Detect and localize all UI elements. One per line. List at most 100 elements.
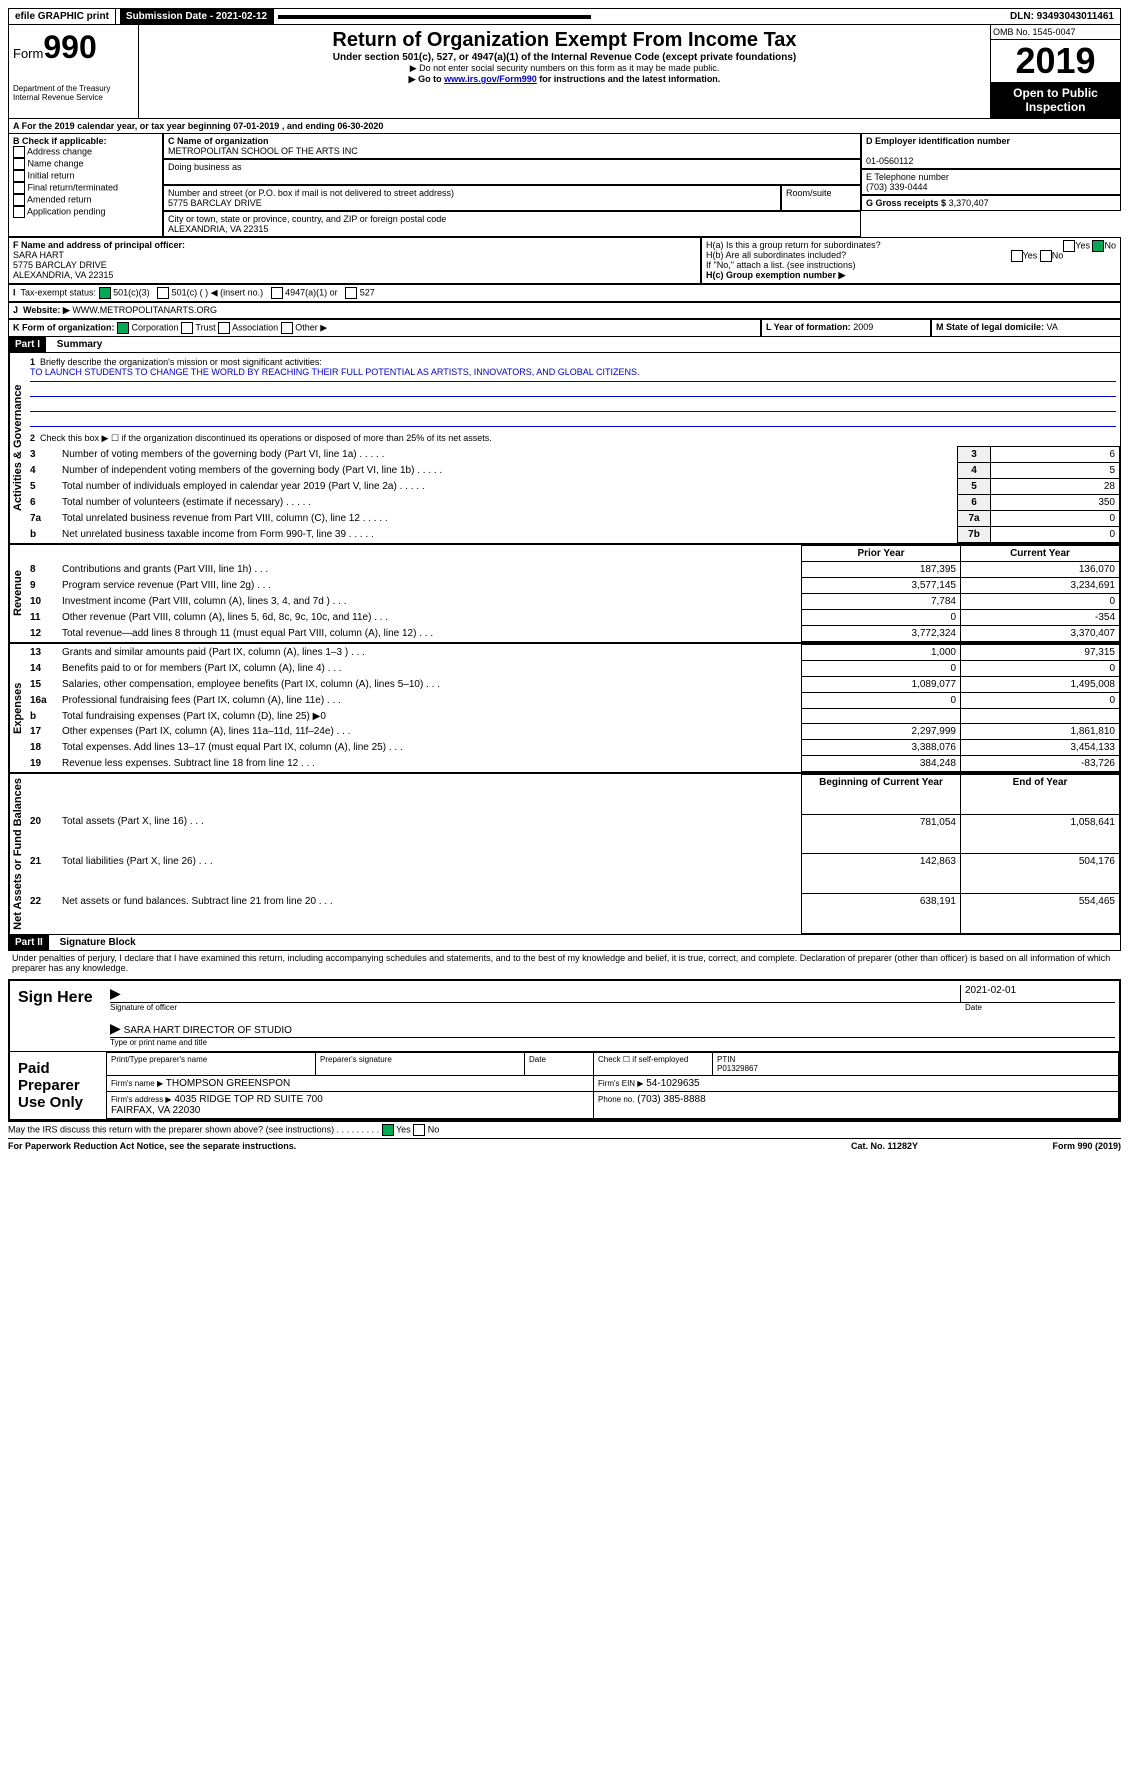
check-name-change[interactable]: Name change (13, 158, 158, 170)
checkbox-4947[interactable] (271, 287, 283, 299)
tax-year: 2019 (991, 40, 1120, 82)
checkbox-assoc[interactable] (218, 322, 230, 334)
check-final-return-terminated[interactable]: Final return/terminated (13, 182, 158, 194)
top-bar: efile GRAPHIC print Submission Date - 20… (8, 8, 1121, 25)
check-initial-return[interactable]: Initial return (13, 170, 158, 182)
ein: 01-0560112 (866, 156, 913, 166)
section-label-activities: Activities & Governance (9, 353, 26, 543)
line-20: 20Total assets (Part X, line 16) . . .78… (26, 814, 1120, 854)
checkbox-no[interactable] (1040, 250, 1052, 262)
box-i-label: Tax-exempt status: (21, 287, 97, 297)
part-ii: Part II Signature Block (8, 935, 1121, 951)
line-16a: 16aProfessional fundraising fees (Part I… (26, 693, 1120, 709)
line-5: 5Total number of individuals employed in… (26, 479, 1120, 495)
sign-here-label: Sign Here (10, 981, 106, 1051)
checkbox-no[interactable] (1092, 240, 1104, 252)
prep-h5: PTINP01329867 (713, 1052, 1119, 1075)
ptin: P01329867 (717, 1064, 758, 1073)
section-header: Prior YearCurrent Year (26, 546, 1120, 562)
line-7b: bNet unrelated business taxable income f… (26, 527, 1120, 543)
section-label: Net Assets or Fund Balances (9, 774, 26, 934)
part-ii-title: Signature Block (52, 937, 136, 948)
irs-link[interactable]: www.irs.gov/Form990 (444, 74, 537, 84)
line-13: 13Grants and similar amounts paid (Part … (26, 645, 1120, 661)
part-i-hdr: Part I (9, 337, 46, 352)
line-18: 18Total expenses. Add lines 13–17 (must … (26, 740, 1120, 756)
line-6: 6Total number of volunteers (estimate if… (26, 495, 1120, 511)
dba-label: Doing business as (168, 162, 242, 172)
submission-date: Submission Date - 2021-02-12 (120, 9, 274, 24)
firm-addr-label: Firm's address ▶ (111, 1095, 172, 1104)
prep-h2: Preparer's signature (316, 1052, 525, 1075)
gross-receipts: 3,370,407 (949, 198, 989, 208)
officer-addr2: ALEXANDRIA, VA 22315 (13, 270, 113, 280)
box-g-label: G Gross receipts $ (866, 198, 946, 208)
checkbox-discuss-yes[interactable] (382, 1124, 394, 1136)
checkbox-trust[interactable] (181, 322, 193, 334)
line-22: 22Net assets or fund balances. Subtract … (26, 894, 1120, 934)
line-10: 10Investment income (Part VIII, column (… (26, 594, 1120, 610)
checkbox-501c[interactable] (157, 287, 169, 299)
line-17: 17Other expenses (Part IX, column (A), l… (26, 724, 1120, 740)
website: WWW.METROPOLITANARTS.ORG (72, 305, 217, 315)
form-header: Form990 Department of the Treasury Inter… (8, 25, 1121, 119)
line-9: 9Program service revenue (Part VIII, lin… (26, 578, 1120, 594)
box-e-label: E Telephone number (866, 172, 949, 182)
print-name-label: Type or print name and title (110, 1038, 1115, 1047)
prep-h4: Check ☐ if self-employed (594, 1052, 713, 1075)
checkbox-527[interactable] (345, 287, 357, 299)
firm-name-label: Firm's name ▶ (111, 1079, 163, 1088)
box-m-label: M State of legal domicile: (936, 322, 1044, 332)
efile-link[interactable]: efile GRAPHIC print (9, 9, 116, 24)
form-footer: Form 990 (2019) (1001, 1141, 1121, 1151)
box-c-name-label: C Name of organization (168, 136, 269, 146)
line-4: 4Number of independent voting members of… (26, 463, 1120, 479)
line-12: 12Total revenue—add lines 8 through 11 (… (26, 626, 1120, 642)
date-label: Date (965, 1003, 1115, 1012)
checkbox-yes[interactable] (1011, 250, 1023, 262)
perjury-declaration: Under penalties of perjury, I declare th… (8, 951, 1121, 975)
open-inspection: Open to Public Inspection (991, 82, 1120, 118)
check-amended-return[interactable]: Amended return (13, 194, 158, 206)
goto-note: ▶ Go to www.irs.gov/Form990 for instruct… (143, 74, 986, 85)
line-7a: 7aTotal unrelated business revenue from … (26, 511, 1120, 527)
line1-label: Briefly describe the organization's miss… (40, 357, 322, 367)
paid-preparer-label: Paid Preparer Use Only (10, 1052, 106, 1119)
box-k-label: K Form of organization: (13, 322, 115, 332)
form-number: 990 (43, 29, 96, 65)
line-21: 21Total liabilities (Part X, line 26) . … (26, 854, 1120, 894)
firm-ein-label: Firm's EIN ▶ (598, 1079, 643, 1088)
prep-h3: Date (525, 1052, 594, 1075)
check-address-change[interactable]: Address change (13, 146, 158, 158)
year-formation: 2009 (853, 322, 873, 332)
checkbox-corp[interactable] (117, 322, 129, 334)
mission-text: TO LAUNCH STUDENTS TO CHANGE THE WORLD B… (30, 367, 1116, 382)
org-name: METROPOLITAN SCHOOL OF THE ARTS INC (168, 146, 358, 156)
sign-date: 2021-02-01 (960, 985, 1115, 1002)
box-f-label: F Name and address of principal officer: (13, 240, 185, 250)
line-19: 19Revenue less expenses. Subtract line 1… (26, 756, 1120, 772)
form-label: Form990 (13, 29, 134, 66)
cat-no: Cat. No. 11282Y (851, 1141, 1001, 1151)
line-3: 3Number of voting members of the governi… (26, 447, 1120, 463)
line-8: 8Contributions and grants (Part VIII, li… (26, 562, 1120, 578)
part-i-title: Summary (49, 339, 103, 350)
checkbox-discuss-no[interactable] (413, 1124, 425, 1136)
identity-grid: B Check if applicable: Address change Na… (8, 134, 1121, 237)
checkbox-other[interactable] (281, 322, 293, 334)
phone: (703) 339-0444 (866, 182, 928, 192)
box-d-label: D Employer identification number (866, 136, 1010, 146)
checkbox-501c3[interactable] (99, 287, 111, 299)
form-subtitle: Under section 501(c), 527, or 4947(a)(1)… (143, 52, 986, 63)
line2-text: Check this box ▶ ☐ if the organization d… (40, 433, 492, 443)
officer-printed-name: SARA HART DIRECTOR OF STUDIO (124, 1025, 292, 1036)
box-b-label: B Check if applicable: (13, 136, 158, 146)
domicile: VA (1047, 322, 1058, 332)
ssn-note: ▶ Do not enter social security numbers o… (143, 63, 986, 74)
section-header: Beginning of Current YearEnd of Year (26, 775, 1120, 815)
box-l-label: L Year of formation: (766, 322, 851, 332)
street-address: 5775 BARCLAY DRIVE (168, 198, 262, 208)
checkbox-yes[interactable] (1063, 240, 1075, 252)
room-suite-label: Room/suite (781, 185, 861, 211)
check-application-pending[interactable]: Application pending (13, 206, 158, 218)
